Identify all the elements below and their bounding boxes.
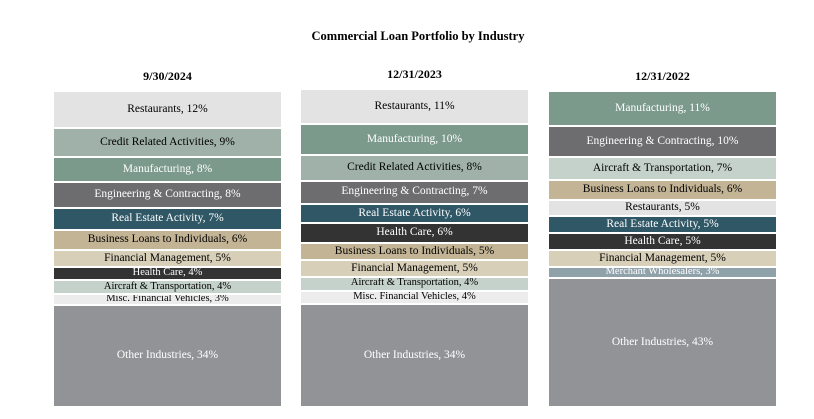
bar-1-segment-3: Engineering & Contracting, 7% — [301, 181, 528, 203]
bar-2-segment-0: Manufacturing, 11% — [549, 92, 776, 125]
bar-0-segment-1: Credit Related Activities, 9% — [54, 129, 281, 156]
bar-0-segment-2: Manufacturing, 8% — [54, 157, 281, 182]
bar-2-segment-7: Financial Management, 5% — [549, 251, 776, 266]
bar-2-segment-2: Aircraft & Transportation, 7% — [549, 158, 776, 179]
bar-1-segment-5: Health Care, 6% — [301, 224, 528, 243]
bar-2-segment-9: Other Industries, 43% — [549, 278, 776, 406]
bar-1-segment-6: Business Loans to Individuals, 5% — [301, 244, 528, 259]
bar-1-segment-7: Financial Management, 5% — [301, 260, 528, 276]
bar-1-segment-1: Manufacturing, 10% — [301, 124, 528, 155]
bar-0-segment-9: Misc. Financial Vehicles, 3% — [54, 295, 281, 305]
bar-0-segment-7: Health Care, 4% — [54, 267, 281, 280]
bar-2-segment-1: Engineering & Contracting, 10% — [549, 126, 776, 157]
bar-0-segment-3: Engineering & Contracting, 8% — [54, 183, 281, 207]
bar-1-segment-8: Aircraft & Transportation, 4% — [301, 277, 528, 290]
bar-0-segment-5: Business Loans to Individuals, 6% — [54, 231, 281, 249]
bar-1-segment-9: Misc. Financial Vehicles, 4% — [301, 291, 528, 304]
bar-label-12-31-2022: 12/31/2022 — [635, 69, 690, 83]
bar-label-9-30-2024: 9/30/2024 — [143, 69, 192, 83]
bar-1-segment-10: Other Industries, 34% — [301, 305, 528, 406]
bar-1-segment-2: Credit Related Activities, 8% — [301, 156, 528, 180]
bar-1-segment-4: Real Estate Activity, 6% — [301, 204, 528, 223]
chart-title: Commercial Loan Portfolio by Industry — [311, 29, 525, 43]
bar-1-segment-0: Restaurants, 11% — [301, 90, 528, 123]
bar-0-segment-6: Financial Management, 5% — [54, 251, 281, 266]
bar-0-segment-8: Aircraft & Transportation, 4% — [54, 281, 281, 294]
bar-2-segment-6: Health Care, 5% — [549, 234, 776, 250]
bar-2-segment-8: Merchant Wholesalers, 3% — [549, 267, 776, 277]
bar-0-segment-10: Other Industries, 34% — [54, 306, 281, 406]
bar-0-segment-0: Restaurants, 12% — [54, 92, 281, 128]
bar-0-segment-4: Real Estate Activity, 7% — [54, 208, 281, 230]
bar-2-segment-5: Real Estate Activity, 5% — [549, 217, 776, 233]
bar-label-12-31-2023: 12/31/2023 — [387, 67, 442, 81]
bar-2-segment-3: Business Loans to Individuals, 6% — [549, 180, 776, 199]
bar-2-segment-4: Restaurants, 5% — [549, 200, 776, 216]
